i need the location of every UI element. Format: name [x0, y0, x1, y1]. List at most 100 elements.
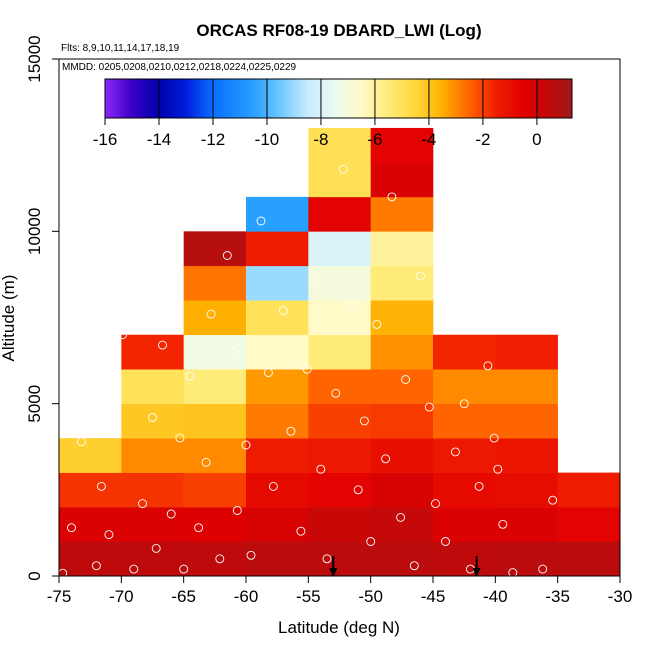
heatmap-cell: [433, 438, 496, 473]
colorbar-segment: [504, 79, 508, 118]
colorbar-segment: [546, 79, 550, 118]
colorbar-segment: [328, 79, 332, 118]
colorbar-segment: [234, 79, 238, 118]
colorbar-segment: [413, 79, 417, 118]
heatmap-cell: [183, 472, 247, 508]
heatmap-cell: [433, 541, 496, 576]
heatmap-cell: [246, 300, 309, 336]
colorbar-segment: [130, 79, 134, 118]
colorbar-segment: [348, 79, 352, 118]
colorbar: -16 -14 -12 -10 -8 -6 -4 -2 0: [93, 78, 573, 149]
heatmap-cell: [557, 472, 620, 508]
colorbar-segment: [330, 79, 334, 118]
heatmap-cell: [308, 403, 371, 439]
colorbar-tick-label: 0: [532, 130, 541, 149]
colorbar-segment: [263, 79, 267, 118]
colorbar-segment: [123, 79, 127, 118]
colorbar-segment: [403, 79, 407, 118]
colorbar-segment: [395, 79, 399, 118]
colorbar-tick-label: -6: [367, 130, 382, 149]
heatmap-cell: [308, 507, 371, 542]
colorbar-segment: [442, 79, 446, 118]
data-point: [483, 361, 493, 371]
heatmap-cell: [433, 334, 496, 370]
colorbar-segment: [200, 79, 204, 118]
colorbar-segment: [105, 79, 108, 118]
data-point: [278, 306, 288, 316]
heatmap-cell: [370, 300, 434, 336]
colorbar-tick-label: -4: [421, 130, 436, 149]
colorbar-segment: [208, 79, 212, 118]
heatmap-cell: [495, 472, 558, 508]
y-tick-label: 10000: [25, 208, 44, 255]
colorbar-segment: [517, 79, 521, 118]
data-point: [302, 364, 312, 374]
data-point: [498, 519, 508, 529]
data-point: [538, 564, 548, 574]
heatmap-cell: [495, 334, 558, 370]
heatmap-cell: [308, 265, 371, 301]
colorbar-segment: [110, 79, 114, 118]
heatmap-cells: [59, 127, 620, 576]
colorbar-segment: [325, 79, 329, 118]
colorbar-segment: [216, 79, 220, 118]
colorbar-segment: [185, 79, 189, 118]
colorbar-segment: [507, 79, 511, 118]
colorbar-segment: [309, 79, 313, 118]
data-point: [508, 568, 518, 576]
colorbar-segment: [312, 79, 316, 118]
data-point: [138, 499, 147, 509]
colorbar-segment: [182, 79, 186, 118]
colorbar-segment: [296, 79, 300, 118]
heatmap-cell: [370, 231, 434, 267]
data-point: [296, 526, 306, 536]
colorbar-segment: [273, 79, 277, 118]
colorbar-segment: [299, 79, 303, 118]
colorbar-segment: [533, 79, 537, 118]
data-point: [158, 340, 167, 350]
data-point: [548, 495, 558, 505]
heatmap-cell: [246, 472, 309, 508]
colorbar-segment: [520, 79, 524, 118]
colorbar-segment: [559, 79, 563, 118]
heatmap-cell: [495, 541, 558, 576]
x-tick-label: -55: [296, 587, 321, 606]
colorbar-segment: [496, 79, 500, 118]
colorbar-segment: [304, 79, 308, 118]
colorbar-segment: [250, 79, 254, 118]
heatmap-cell: [246, 334, 309, 370]
data-point: [241, 440, 251, 450]
colorbar-segment: [333, 79, 337, 118]
colorbar-segment: [190, 79, 194, 118]
heatmap-cell: [370, 162, 434, 198]
x-tick-label: -35: [545, 587, 570, 606]
colorbar-segment: [452, 79, 456, 118]
colorbar-segment: [180, 79, 184, 118]
colorbar-segment: [530, 79, 534, 118]
data-point: [416, 271, 425, 281]
colorbar-segment: [556, 79, 560, 118]
colorbar-segment: [281, 79, 285, 118]
heatmap-cell: [433, 507, 496, 542]
heatmap-cell: [308, 334, 371, 370]
data-point: [76, 437, 86, 447]
colorbar-segment: [450, 79, 454, 118]
y-tick-label: 0: [25, 571, 44, 580]
x-tick-label: -65: [171, 587, 196, 606]
colorbar-segment: [470, 79, 474, 118]
colorbar-segment: [195, 79, 199, 118]
colorbar-segment: [476, 79, 479, 118]
colorbar-segment: [164, 79, 168, 118]
colorbar-segment: [268, 79, 272, 118]
heatmap-cell: [370, 472, 434, 508]
heatmap-cell: [183, 300, 247, 336]
data-point: [381, 454, 391, 464]
colorbar-segment: [359, 79, 363, 118]
colorbar-segment: [400, 79, 404, 118]
heatmap-cell: [308, 300, 371, 336]
colorbar-segment: [434, 79, 438, 118]
colorbar-segment: [561, 79, 565, 118]
colorbar-segment: [514, 79, 518, 118]
data-point: [166, 509, 176, 519]
colorbar-segment: [463, 79, 467, 118]
